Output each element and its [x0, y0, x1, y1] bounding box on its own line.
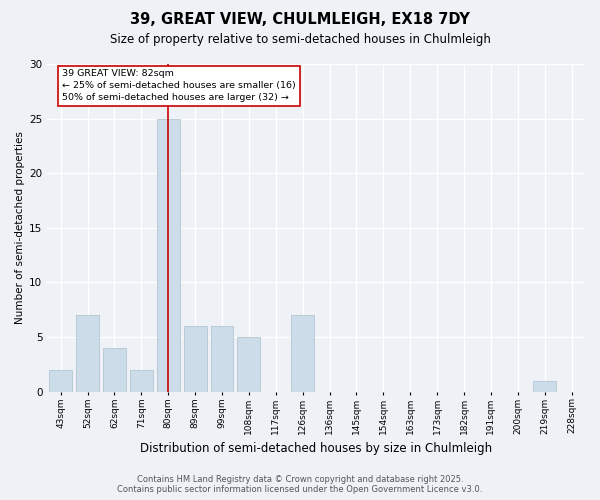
X-axis label: Distribution of semi-detached houses by size in Chulmleigh: Distribution of semi-detached houses by …	[140, 442, 492, 455]
Text: Size of property relative to semi-detached houses in Chulmleigh: Size of property relative to semi-detach…	[110, 32, 490, 46]
Text: Contains HM Land Registry data © Crown copyright and database right 2025.
Contai: Contains HM Land Registry data © Crown c…	[118, 474, 482, 494]
Bar	[184, 326, 206, 392]
Bar	[157, 118, 179, 392]
Bar	[103, 348, 126, 392]
Text: 39 GREAT VIEW: 82sqm
← 25% of semi-detached houses are smaller (16)
50% of semi-: 39 GREAT VIEW: 82sqm ← 25% of semi-detac…	[62, 70, 296, 102]
Bar	[533, 381, 556, 392]
Bar	[291, 316, 314, 392]
Bar	[76, 316, 99, 392]
Bar	[49, 370, 72, 392]
Bar	[130, 370, 153, 392]
Text: 39, GREAT VIEW, CHULMLEIGH, EX18 7DY: 39, GREAT VIEW, CHULMLEIGH, EX18 7DY	[130, 12, 470, 28]
Bar	[211, 326, 233, 392]
Y-axis label: Number of semi-detached properties: Number of semi-detached properties	[15, 132, 25, 324]
Bar	[238, 337, 260, 392]
